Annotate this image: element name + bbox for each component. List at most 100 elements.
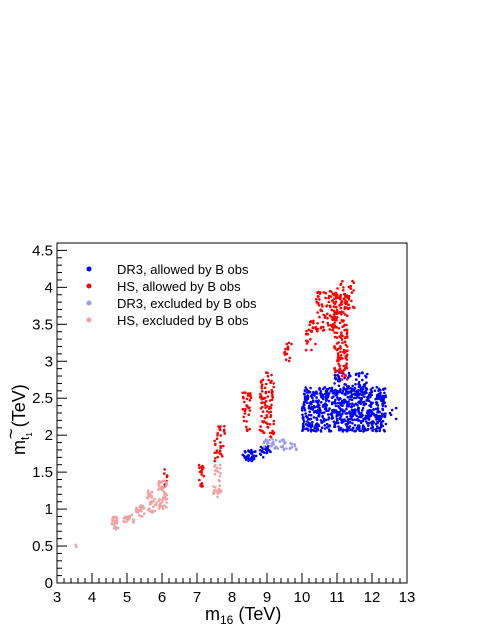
- data-point: [381, 407, 384, 411]
- data-point: [245, 425, 248, 429]
- data-point: [218, 449, 222, 453]
- data-point: [266, 374, 270, 378]
- data-point: [216, 492, 219, 495]
- data-point: [135, 508, 138, 512]
- data-point: [333, 318, 336, 322]
- data-point: [130, 513, 134, 517]
- data-point: [284, 358, 288, 362]
- data-point: [359, 398, 363, 402]
- data-point: [360, 390, 363, 393]
- data-point: [322, 291, 326, 294]
- data-point: [147, 493, 151, 497]
- data-point: [304, 415, 308, 418]
- data-point: [304, 412, 307, 415]
- data-point: [324, 296, 327, 300]
- data-point: [351, 422, 354, 425]
- data-point: [364, 374, 367, 378]
- data-point: [324, 405, 327, 408]
- data-point: [382, 388, 385, 391]
- data-point: [323, 407, 327, 411]
- data-point: [343, 305, 347, 309]
- data-point: [316, 311, 319, 314]
- data-point: [316, 327, 320, 331]
- data-point: [162, 486, 165, 490]
- data-point: [333, 425, 337, 429]
- data-point: [315, 300, 319, 304]
- data-point: [218, 484, 222, 488]
- data-point: [345, 345, 349, 348]
- data-point: [346, 426, 349, 429]
- data-point: [331, 328, 334, 332]
- data-point: [335, 331, 339, 335]
- data-point: [302, 416, 305, 419]
- data-point: [246, 429, 249, 433]
- data-point: [327, 409, 330, 412]
- data-point: [219, 463, 222, 467]
- data-point: [346, 403, 349, 407]
- data-point: [344, 383, 348, 386]
- data-point: [311, 326, 315, 329]
- x-tick-label: 3: [53, 589, 61, 606]
- data-point: [157, 484, 161, 488]
- data-point: [374, 407, 378, 411]
- series-2: [262, 438, 298, 452]
- data-point: [327, 399, 331, 403]
- data-point: [202, 466, 205, 470]
- data-point: [361, 424, 365, 427]
- data-point: [378, 416, 381, 420]
- data-point: [321, 387, 325, 391]
- x-tick-label: 5: [123, 589, 131, 606]
- data-point: [370, 423, 374, 426]
- data-point: [367, 399, 371, 403]
- data-point: [302, 425, 306, 428]
- data-point: [269, 406, 273, 410]
- data-point: [350, 395, 353, 399]
- data-point: [335, 295, 339, 299]
- data-point: [330, 396, 334, 400]
- data-point: [374, 415, 378, 419]
- data-point: [265, 448, 269, 452]
- data-point: [354, 429, 358, 433]
- data-point: [315, 396, 318, 399]
- data-point: [348, 421, 352, 424]
- data-point: [158, 498, 161, 501]
- data-point: [314, 409, 317, 413]
- data-point: [383, 401, 386, 405]
- data-point: [243, 412, 247, 415]
- data-point: [215, 466, 219, 470]
- data-point: [161, 507, 165, 511]
- data-point: [334, 325, 337, 328]
- data-point: [337, 384, 341, 388]
- data-point: [249, 396, 253, 400]
- y-tick-label: 0: [45, 575, 53, 592]
- data-point: [270, 403, 273, 407]
- data-point: [150, 511, 154, 514]
- data-point: [344, 428, 347, 432]
- data-point: [364, 386, 368, 390]
- data-point: [247, 454, 251, 457]
- data-point: [365, 416, 369, 420]
- data-point: [350, 405, 354, 409]
- data-point: [247, 459, 250, 463]
- data-point: [369, 405, 373, 409]
- data-point: [354, 372, 358, 376]
- data-point: [323, 386, 327, 389]
- data-point: [140, 504, 143, 507]
- data-point: [150, 490, 154, 494]
- data-point: [341, 325, 344, 329]
- data-point: [344, 366, 347, 370]
- data-point: [340, 419, 343, 422]
- data-point: [317, 290, 320, 294]
- data-point: [274, 438, 278, 442]
- data-point: [357, 408, 360, 412]
- data-point: [325, 426, 329, 429]
- data-point: [245, 404, 248, 407]
- data-point: [322, 397, 325, 401]
- data-point: [312, 416, 316, 419]
- series-1: [163, 279, 356, 488]
- data-point: [327, 323, 330, 327]
- data-point: [146, 497, 150, 500]
- data-point: [351, 418, 354, 422]
- data-point: [266, 395, 270, 398]
- data-point: [319, 430, 323, 433]
